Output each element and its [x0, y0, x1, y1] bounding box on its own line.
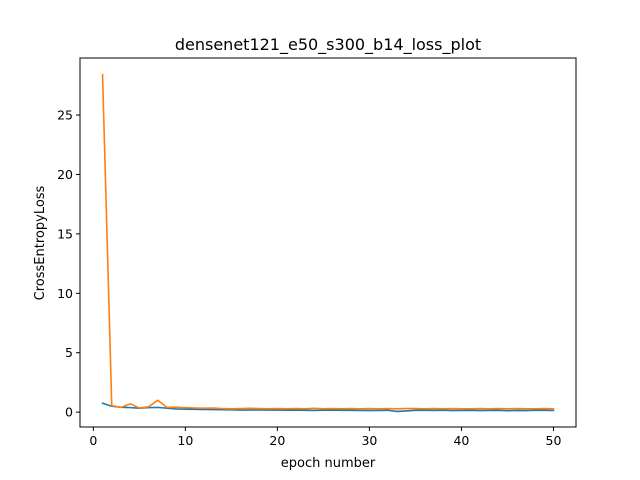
series-line-2 [101, 73, 555, 410]
y-tick-label: 10 [57, 286, 73, 301]
x-axis-ticks: 0 10 20 30 40 50 [89, 427, 561, 448]
series-line-1 [101, 402, 555, 413]
plot-area [80, 58, 576, 427]
y-tick-label: 20 [57, 167, 73, 182]
x-axis-label: epoch number [281, 456, 376, 471]
x-tick-label: 30 [361, 433, 377, 448]
y-tick-label: 0 [65, 405, 73, 420]
chart-title: densenet121_e50_s300_b14_loss_plot [175, 35, 481, 55]
x-tick-label: 10 [177, 433, 193, 448]
y-axis-ticks: 0 5 10 15 20 25 [57, 108, 80, 420]
x-tick-label: 50 [546, 433, 562, 448]
y-tick-label: 25 [57, 108, 73, 123]
y-tick-label: 15 [57, 226, 73, 241]
series-layer [101, 73, 555, 413]
x-tick-label: 0 [89, 433, 97, 448]
y-tick-label: 5 [65, 345, 73, 360]
y-axis-label: CrossEntropyLoss [33, 185, 48, 300]
x-tick-label: 40 [453, 433, 469, 448]
x-tick-label: 20 [269, 433, 285, 448]
plot-frame [79, 57, 577, 428]
